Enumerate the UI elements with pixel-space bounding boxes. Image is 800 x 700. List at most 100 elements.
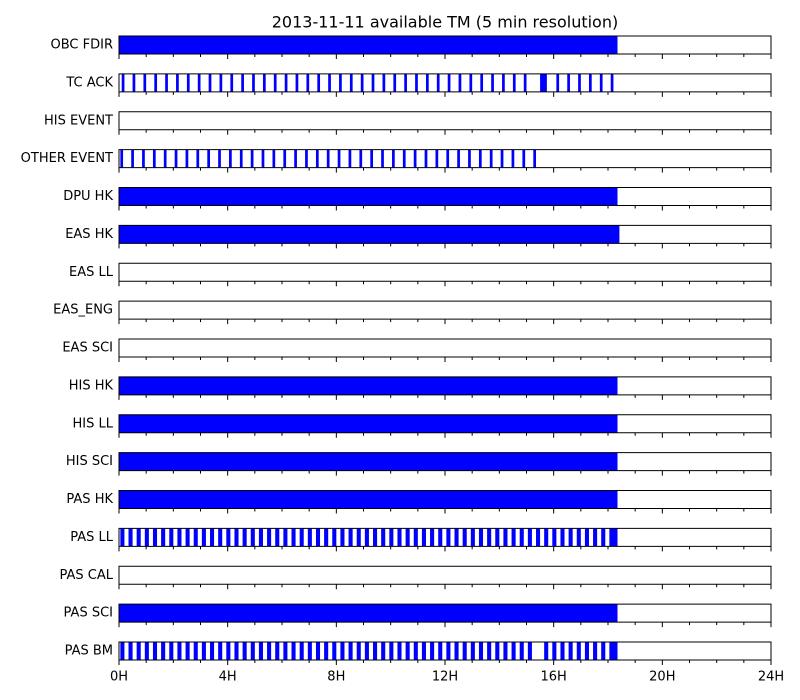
availability-bar	[132, 73, 136, 92]
x-tick-label: 20H	[649, 670, 675, 685]
availability-bar	[405, 642, 410, 660]
availability-bar	[364, 642, 369, 660]
availability-bar	[512, 73, 516, 92]
availability-bar	[556, 73, 560, 92]
row-frame	[118, 565, 772, 585]
availability-bar	[234, 642, 239, 660]
availability-bar	[273, 73, 277, 92]
availability-bar	[552, 642, 557, 660]
row-frame	[118, 300, 772, 320]
availability-bar	[250, 528, 255, 547]
availability-bar	[500, 149, 504, 168]
availability-bar	[340, 528, 345, 547]
availability-bar	[120, 642, 125, 660]
availability-bar	[197, 73, 201, 92]
availability-bar	[371, 73, 375, 92]
availability-bar	[267, 642, 272, 660]
availability-bar	[519, 642, 524, 660]
availability-bar	[272, 149, 276, 168]
availability-bar	[119, 490, 618, 509]
availability-bar	[136, 642, 141, 660]
availability-bar	[291, 528, 296, 547]
availability-bar	[169, 528, 174, 547]
availability-bar	[305, 149, 308, 168]
availability-bar	[142, 149, 145, 168]
availability-bar	[161, 642, 166, 660]
availability-bar	[601, 642, 606, 660]
availability-bar	[177, 528, 182, 547]
row-label: TC ACK	[65, 75, 113, 90]
availability-bar	[599, 73, 603, 92]
availability-bar	[421, 642, 426, 660]
availability-bar	[283, 149, 287, 168]
availability-bar	[252, 73, 255, 92]
availability-bar	[307, 642, 312, 660]
availability-bar	[511, 642, 516, 660]
chart-title: 2013-11-11 available TM (5 min resolutio…	[272, 13, 618, 32]
availability-bar	[470, 642, 475, 660]
availability-bar	[283, 528, 288, 547]
availability-bar	[584, 528, 589, 547]
availability-bar	[315, 528, 321, 547]
availability-bar	[478, 642, 484, 660]
availability-bar	[332, 642, 337, 660]
availability-bar	[446, 149, 450, 168]
availability-bar	[478, 149, 482, 168]
availability-bar	[326, 149, 330, 168]
availability-bar	[340, 642, 345, 660]
availability-bar	[324, 528, 329, 547]
availability-bar	[210, 642, 215, 660]
availability-bar	[226, 642, 231, 660]
row-label: DPU HK	[63, 189, 113, 204]
availability-bar	[128, 528, 133, 547]
availability-bar	[299, 528, 304, 547]
availability-bar	[250, 149, 254, 168]
availability-bar	[522, 149, 526, 168]
availability-bar	[446, 528, 451, 547]
availability-bar	[610, 73, 614, 92]
row-label: EAS HK	[65, 227, 113, 242]
availability-bar	[176, 73, 179, 92]
availability-bar	[128, 642, 133, 660]
availability-bar	[144, 642, 149, 660]
availability-bar	[495, 642, 500, 660]
availability-bar	[469, 73, 473, 92]
availability-bar	[307, 528, 312, 547]
availability-bar	[511, 149, 515, 168]
x-tick-label: 4H	[219, 670, 237, 685]
availability-bar	[230, 73, 234, 92]
availability-bar	[568, 528, 573, 547]
availability-bar	[119, 414, 618, 433]
availability-bar	[415, 73, 418, 92]
availability-bar	[389, 528, 394, 547]
availability-bar	[567, 73, 570, 92]
availability-bar	[381, 528, 386, 547]
availability-bar	[119, 452, 618, 471]
availability-bar	[446, 642, 451, 660]
availability-bar	[185, 149, 189, 168]
availability-bar	[120, 528, 125, 547]
availability-bar	[405, 528, 410, 547]
availability-bar	[447, 73, 451, 92]
availability-bar	[404, 73, 407, 92]
availability-bar	[339, 73, 342, 92]
availability-bar	[226, 528, 231, 547]
availability-bar	[536, 528, 541, 547]
availability-bar	[218, 528, 223, 547]
availability-bar	[454, 528, 459, 547]
availability-bar	[540, 73, 547, 92]
availability-bar	[239, 149, 243, 168]
availability-bar	[241, 73, 244, 92]
availability-bar	[511, 528, 516, 547]
availability-bar	[185, 642, 190, 660]
availability-bar	[275, 528, 280, 547]
availability-bar	[424, 149, 428, 168]
availability-bar	[306, 73, 310, 92]
availability-bar	[193, 528, 198, 547]
availability-bar	[527, 642, 532, 660]
availability-bar	[143, 73, 147, 92]
availability-bar	[435, 149, 439, 168]
availability-bar	[503, 528, 508, 547]
availability-bar	[295, 73, 299, 92]
